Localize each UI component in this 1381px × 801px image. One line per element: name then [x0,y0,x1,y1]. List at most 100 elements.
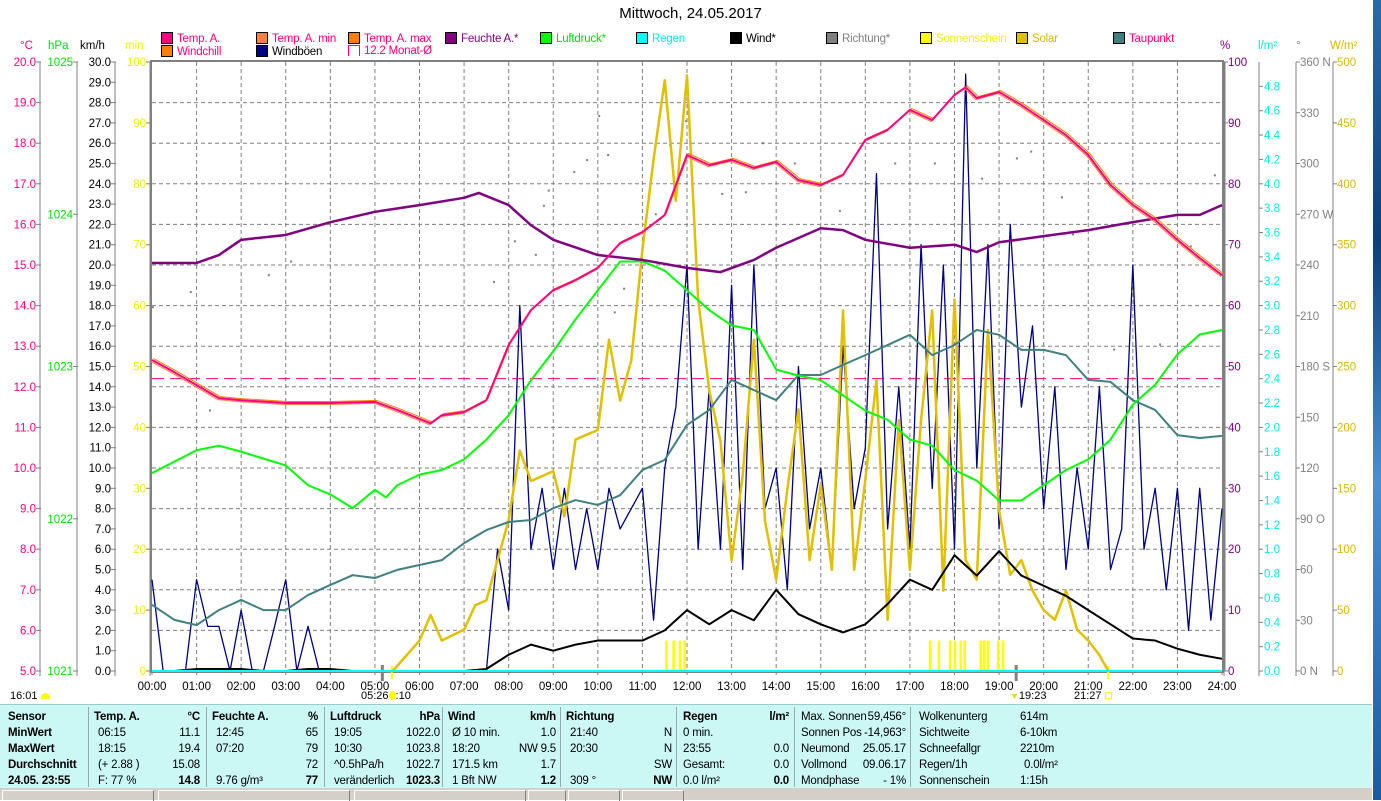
axis-label-pressure: 1024 [47,209,73,221]
table-cell-value: 14.8 [178,775,200,787]
table-cell-value: 1022.7 [406,759,440,771]
misc-info-value: 614m [1020,711,1048,723]
legend-item: Temp. A. max [348,32,431,45]
legend-label: 12.2 Monat-Ø [364,45,432,57]
table-header: Luftdruck [330,711,382,723]
table-unit: hPa [419,711,441,723]
axis-label-wind: 19.0 [89,280,111,292]
sunset-value: 19:23 [1018,690,1047,702]
axis-label-wind: 14.0 [89,382,111,394]
x-tick-label: 22:00 [1118,681,1147,693]
status-pane [622,790,684,801]
direction-point [189,291,192,294]
axis-label-rain: 2.8 [1264,325,1280,337]
direction-point [838,209,841,212]
axis-unit-rain: l/m² [1258,40,1278,52]
axis-label-direction: 90 O [1300,514,1325,526]
table-header: Feuchte A. [212,711,269,723]
axis-label-wind: 8.0 [95,504,111,516]
axis-label-wind: 16.0 [89,341,111,353]
axis-unit-wind: km/h [80,40,105,52]
status-pane [528,790,566,801]
moonset-label: 21:27 [1074,690,1112,702]
axis-label-wind: 20.0 [89,260,111,272]
direction-point [721,192,724,195]
direction-point [151,306,154,309]
axis-label-humidity: 70 [1228,240,1241,252]
direction-point [894,162,897,165]
axis-label-rain: 4.4 [1264,130,1281,142]
direction-point [761,142,764,145]
axis-label-solar: 500 [1337,57,1356,69]
legend-swatch-icon [920,32,932,44]
direction-point [744,191,747,194]
sun-info-value: 09.06.17 [862,759,906,771]
table-cell-label: ^0.5hPa/h [334,759,384,771]
temp-line [151,86,1223,425]
table-cell-label: 171.5 km [452,759,498,771]
desktop-background [1373,0,1381,800]
table-cell-label: 0.0 l/m² [683,775,720,787]
direction-point [1213,174,1216,177]
table-cell-value: 1.2 [540,775,557,787]
table-cell-label: 18:15 [98,743,126,755]
axis-label-temp: 5.0 [20,666,36,678]
x-tick-label: 04:00 [316,681,345,693]
sun-info-value: - 1% [883,775,906,787]
direction-point [981,177,984,180]
legend-label: Feuchte A.* [461,33,519,45]
misc-info-value: 0.0l/m² [1024,759,1058,771]
axis-label-rain: 2.4 [1264,374,1281,386]
axis-label-solar: 200 [1337,422,1356,434]
axis-label-sunshine: 90 [133,118,146,130]
x-tick-label: 02:00 [227,681,256,693]
misc-info-label: Sichtweite [919,727,970,739]
x-tick-label: 19:00 [985,681,1014,693]
legend-label: Solar [1032,33,1058,45]
table-cell-value: 19.4 [178,743,200,755]
legend-label: Windchill [177,46,222,58]
legend-swatch-icon [540,32,552,44]
axis-label-direction: 360 N [1300,57,1331,69]
direction-point [598,115,601,118]
misc-info-label: Schneefallgr [919,743,981,755]
axis-label-rain: 1.4 [1264,495,1281,507]
legend-label: Wind* [746,33,776,45]
direction-point [208,409,211,412]
axis-label-temp: 8.0 [20,544,36,556]
legend-swatch-icon [256,45,268,57]
table-cell-label: 23:55 [683,743,711,755]
legend-item: 12.2 Monat-Ø [348,45,432,58]
axis-label-temp: 16.0 [14,219,36,231]
table-cell-label: 18:20 [452,743,480,755]
x-tick-label: 14:00 [762,681,791,693]
axis-label-humidity: 80 [1228,179,1241,191]
table-cell-value: 0.0 [773,743,790,755]
table-cell-value: NW 9.5 [518,743,556,755]
sunset-label: ▼19:23 [1010,690,1046,702]
axis-label-pressure: 1022 [47,514,73,526]
direction-point [1072,233,1075,236]
axis-label-direction: 300 [1300,159,1319,171]
axis-label-wind: 24.0 [89,179,111,191]
axis-label-rain: 1.0 [1264,544,1280,556]
x-tick-label: 24:00 [1208,681,1237,693]
axis-label-temp: 9.0 [20,504,36,516]
direction-point [1060,196,1063,199]
legend-item: Solar [1016,32,1058,45]
table-cell-value: 0.0 [773,775,790,787]
x-tick-label: 17:00 [896,681,925,693]
axis-label-rain: 0.8 [1264,569,1280,581]
axis-label-wind: 12.0 [89,422,111,434]
status-pane [354,790,526,801]
axis-label-sunshine: 0 [140,666,146,678]
legend-label: Temp. A. max [364,33,432,45]
column-divider [88,707,89,787]
day-length-value: 16:01 [10,690,38,702]
direction-point [542,204,545,207]
axis-label-sunshine: 70 [133,240,146,252]
legend-label: Luftdruck* [556,33,606,45]
direction-point [547,189,550,192]
x-tick-label: 16:00 [851,681,880,693]
axis-label-solar: 400 [1337,179,1356,191]
